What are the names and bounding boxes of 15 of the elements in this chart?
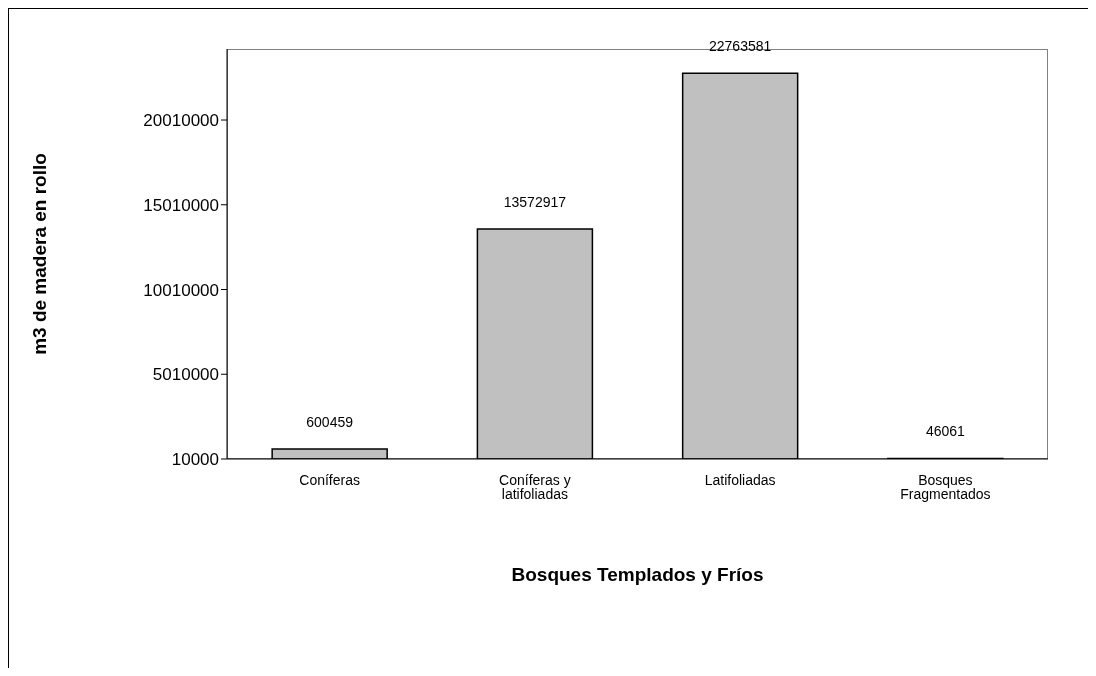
data-label: 13572917 — [503, 194, 567, 211]
x-tick-label: Coníferas — [299, 471, 360, 488]
data-label: 600459 — [306, 413, 354, 430]
x-tick-label: Latifoliadas — [704, 471, 776, 488]
x-axis-title: Bosques Templados y Fríos — [511, 564, 764, 585]
y-tick-label: 20010000 — [143, 111, 219, 131]
y-tick-label: 10010000 — [143, 280, 219, 300]
y-tick-label: 5010000 — [152, 365, 219, 385]
data-label: 46061 — [925, 423, 966, 440]
x-tick-label: Coníferas y latifoliadas — [499, 471, 571, 502]
y-tick-label: 10000 — [171, 450, 219, 470]
data-label: 22763581 — [709, 38, 772, 55]
y-axis-title: m3 de madera en rollo — [28, 153, 50, 355]
y-tick-label: 15010000 — [143, 195, 219, 215]
x-tick-label: Bosques Fragmentados — [900, 471, 991, 502]
